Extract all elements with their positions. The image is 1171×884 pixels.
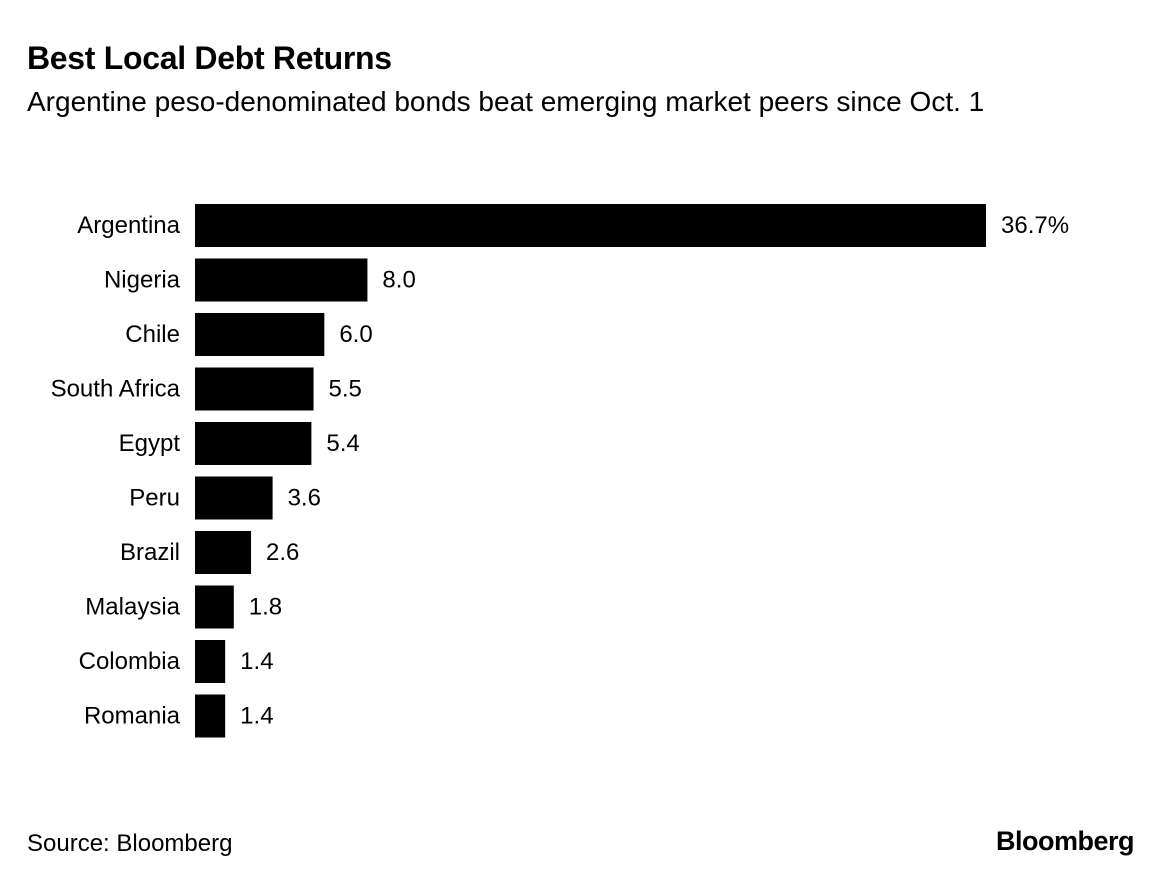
value-label: 36.7%: [1001, 212, 1069, 239]
value-label: 1.4: [240, 648, 273, 675]
category-label: Colombia: [79, 648, 181, 675]
value-label: 5.4: [326, 430, 359, 457]
bar: [195, 422, 312, 465]
value-label: 1.8: [249, 594, 282, 621]
bar: [195, 258, 368, 302]
bar: [195, 531, 252, 574]
bar: [195, 204, 986, 247]
bar: [195, 694, 226, 738]
value-label: 5.5: [329, 376, 362, 403]
category-label: Chile: [125, 321, 180, 348]
value-label: 3.6: [288, 485, 321, 512]
category-label: Egypt: [119, 430, 181, 457]
category-label: Peru: [129, 485, 180, 512]
bar: [195, 640, 226, 683]
category-label: Brazil: [120, 539, 180, 566]
bar: [195, 367, 314, 411]
bar: [195, 313, 325, 356]
bar: [195, 585, 234, 629]
source-note: Source: Bloomberg: [27, 830, 233, 857]
category-label: Malaysia: [85, 594, 180, 621]
category-label: South Africa: [51, 376, 181, 403]
value-label: 8.0: [382, 267, 415, 294]
bar-chart: Argentina 36.7% Nigeria 8.0 Chile 6.0 South Af…: [51, 204, 1069, 738]
chart-title: Best Local Debt Returns: [27, 40, 392, 76]
value-label: 1.4: [240, 703, 273, 730]
category-label: Argentina: [77, 212, 180, 239]
value-label: 6.0: [339, 321, 372, 348]
category-label: Nigeria: [104, 267, 181, 294]
bar: [195, 476, 273, 520]
category-label: Romania: [84, 703, 181, 730]
chart-subtitle: Argentine peso-denominated bonds beat em…: [27, 86, 985, 117]
value-label: 2.6: [266, 539, 299, 566]
bloomberg-logo: Bloomberg: [995, 826, 1135, 856]
